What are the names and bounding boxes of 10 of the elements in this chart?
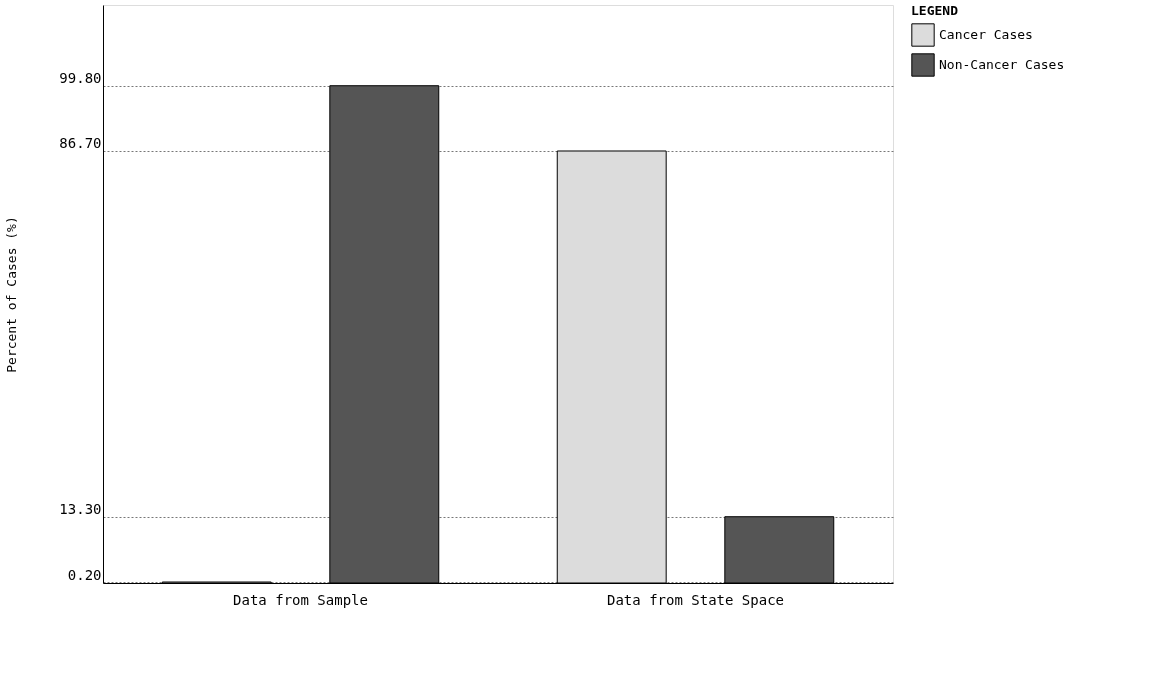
legend-label: Cancer Cases (939, 27, 1033, 42)
y-axis-title: Percent of Cases (%) (4, 216, 20, 373)
legend-label: Non-Cancer Cases (939, 57, 1065, 72)
y-tick-label: 86.70 (59, 135, 102, 152)
y-tick-label: 13.30 (59, 501, 102, 518)
x-tick-label: Data from State Space (606, 591, 785, 608)
x-tick-label: Data from Sample (233, 591, 368, 608)
y-tick-label: 99.80 (59, 70, 102, 87)
legend-title: LEGEND (911, 3, 959, 18)
y-tick-label: 0.20 (67, 566, 102, 583)
